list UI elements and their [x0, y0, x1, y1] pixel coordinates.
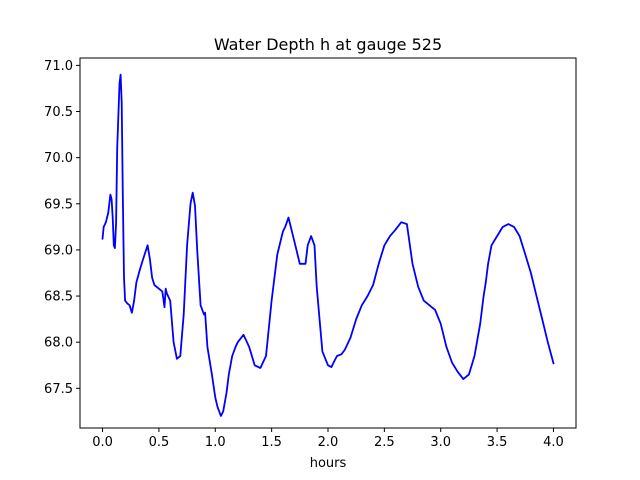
x-tick-label: 4.0	[543, 435, 564, 450]
y-tick-label: 67.5	[44, 382, 73, 397]
x-tick-label: 2.0	[318, 435, 339, 450]
y-tick-label: 69.0	[44, 243, 73, 258]
x-tick-label: 3.0	[430, 435, 451, 450]
plot-area: 0.0 0.5 1.0 1.5 2.0 2.5 3.0 3.5 4.0 67.5 68.0 68.5…	[44, 57, 577, 450]
y-tick-label: 70.0	[44, 151, 73, 166]
x-tick-label: 2.5	[374, 435, 395, 450]
y-tick-label: 68.0	[44, 336, 73, 351]
y-tick-label: 69.5	[44, 197, 73, 212]
x-tick-label: 1.0	[205, 435, 226, 450]
y-tick-label: 68.5	[44, 290, 73, 305]
x-tick-label: 0.5	[149, 435, 170, 450]
x-tick-label: 3.5	[487, 435, 508, 450]
x-axis: 0.0 0.5 1.0 1.5 2.0 2.5 3.0 3.5 4.0	[92, 428, 564, 450]
x-tick-label: 1.5	[261, 435, 282, 450]
chart-title: Water Depth h at gauge 525	[214, 35, 442, 54]
x-tick-label: 0.0	[92, 435, 113, 450]
y-axis: 67.5 68.0 68.5 69.0 69.5 70.0 70.5 71.0	[44, 59, 80, 397]
x-axis-title: hours	[310, 456, 347, 471]
series-line	[101, 73, 555, 417]
y-tick-label: 71.0	[44, 59, 73, 74]
y-tick-label: 70.5	[44, 105, 73, 120]
series-layer	[101, 73, 555, 417]
